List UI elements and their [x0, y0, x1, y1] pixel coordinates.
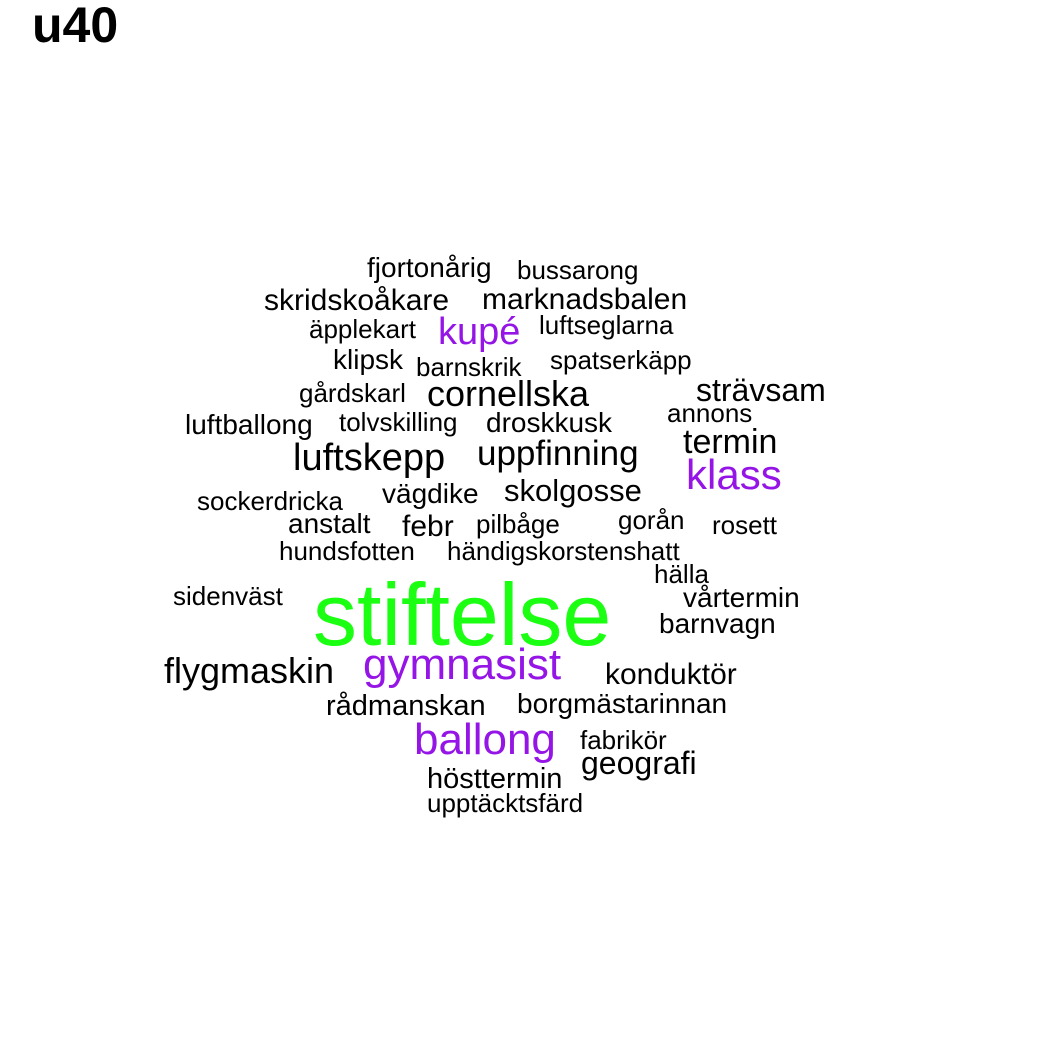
word-bussarong: bussarong [517, 255, 639, 285]
word-marknadsbalen: marknadsbalen [482, 283, 688, 316]
page-title: u40 [32, 0, 119, 53]
word-hundsfotten: hundsfotten [279, 536, 415, 566]
word-sockerdricka: sockerdricka [197, 486, 343, 516]
word-flygmaskin: flygmaskin [164, 650, 335, 691]
word-kupe: kupé [438, 311, 521, 353]
word-upptacktsfard: upptäcktsfärd [427, 788, 584, 818]
word-klipsk: klipsk [333, 344, 404, 375]
word-vartermin: vårtermin [683, 582, 800, 613]
word-konduktor: konduktör [605, 658, 737, 691]
word-luftballong: luftballong [185, 409, 313, 440]
word-goran: gorån [618, 505, 685, 535]
word-stravsam: strävsam [696, 372, 826, 408]
word-fabrikor: fabrikör [580, 725, 667, 755]
word-hosttermin: hösttermin [427, 763, 563, 795]
word-geografi: geografi [581, 745, 697, 781]
word-fjortonarig: fjortonårig [367, 252, 492, 283]
word-ballong: ballong [414, 715, 556, 764]
word-skolgosse: skolgosse [504, 473, 642, 508]
word-barnvagn: barnvagn [659, 608, 776, 639]
word-droskkusk: droskkusk [486, 407, 613, 438]
word-termin: termin [683, 423, 778, 461]
word-luftseglarna: luftseglarna [539, 310, 674, 340]
word-febr: febr [402, 510, 454, 543]
word-cornellska: cornellska [427, 373, 590, 414]
word-vagdike: vägdike [382, 478, 479, 509]
word-klass: klass [686, 451, 782, 498]
word-sidenvast: sidenväst [173, 581, 283, 611]
word-halla: hälla [654, 559, 709, 589]
word-borgmastarinnan: borgmästarinnan [517, 688, 728, 719]
word-gymnasist: gymnasist [363, 640, 562, 689]
word-gardskarl: gårdskarl [299, 378, 406, 408]
word-tolvskilling: tolvskilling [339, 407, 458, 437]
word-anstalt: anstalt [288, 508, 371, 539]
word-handigskorstenshatt: händigskorstenshatt [447, 536, 680, 566]
word-rosett: rosett [712, 510, 778, 540]
word-stiftelse: stiftelse [313, 565, 612, 664]
word-uppfinning: uppfinning [477, 434, 639, 473]
word-skridskoakare: skridskoåkare [264, 284, 450, 317]
word-barnskrik: barnskrik [416, 352, 522, 382]
word-radmanskan: rådmanskan [326, 690, 486, 722]
word-pilbage: pilbåge [476, 509, 560, 539]
word-annons: annons [667, 398, 753, 428]
word-spatserkapp: spatserkäpp [550, 345, 692, 375]
word-luftskepp: luftskepp [293, 437, 446, 479]
word-applekart: äpplekart [309, 314, 416, 344]
